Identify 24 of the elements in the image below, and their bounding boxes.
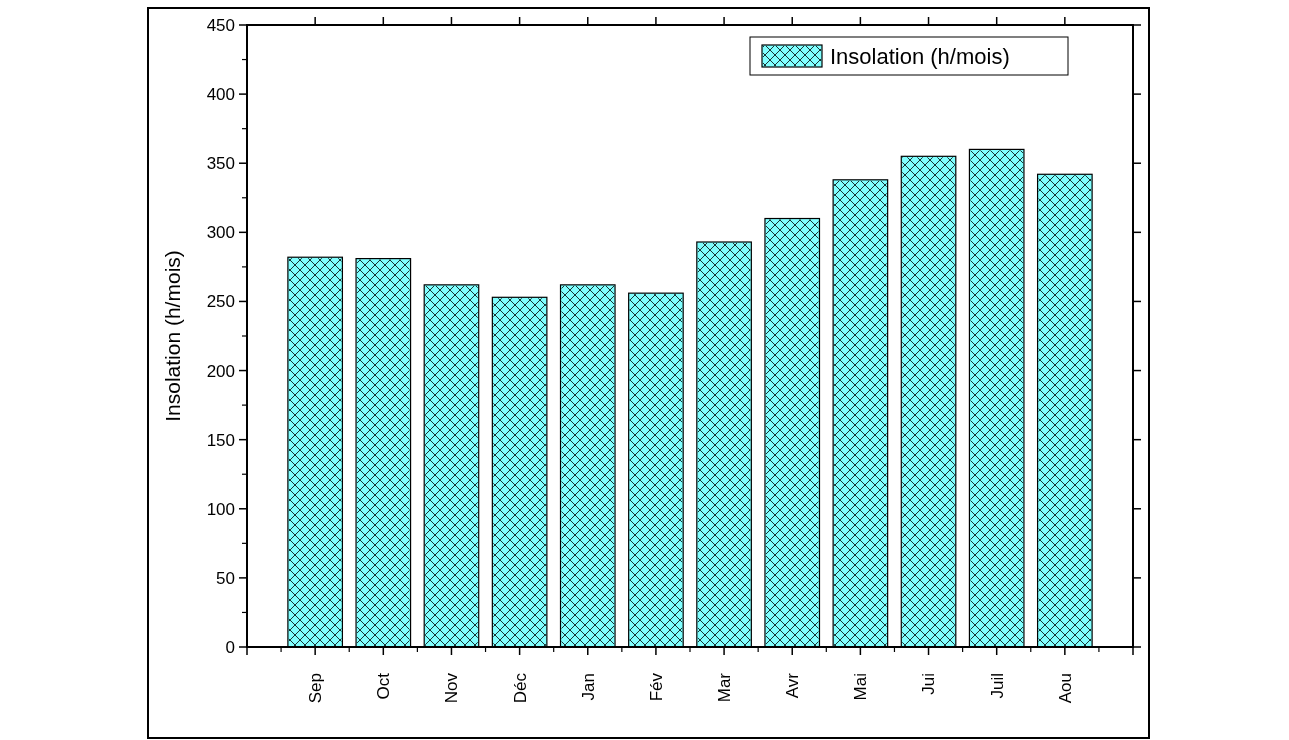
y-tick-label: 150 [206,430,235,450]
x-tick-label: Jan [578,673,598,701]
legend-label: Insolation (h/mois) [830,43,1010,69]
x-tick-label: Jui [919,673,939,695]
y-tick-label: 50 [216,568,235,588]
x-tick-label: Mai [851,673,871,701]
y-tick-label: 300 [206,223,235,243]
y-tick-label: 350 [206,154,235,174]
x-tick-label: Juil [987,673,1007,699]
x-tick-label: Fév [646,672,666,702]
y-tick-label: 100 [206,499,235,519]
x-tick-label: Sep [306,673,326,704]
x-tick-label: Oct [374,672,394,700]
y-axis-title: Insolation (h/mois) [161,250,184,422]
y-tick-label: 400 [206,85,235,105]
y-tick-label: 200 [206,361,235,381]
x-tick-label: Aou [1055,673,1075,704]
y-tick-label: 450 [206,15,235,35]
y-tick-label: 0 [225,637,235,657]
x-tick-label: Avr [783,672,803,699]
x-tick-label: Déc [510,672,530,704]
x-tick-label: Mar [715,672,735,703]
y-tick-label: 250 [206,292,235,312]
x-tick-label: Nov [442,672,462,704]
